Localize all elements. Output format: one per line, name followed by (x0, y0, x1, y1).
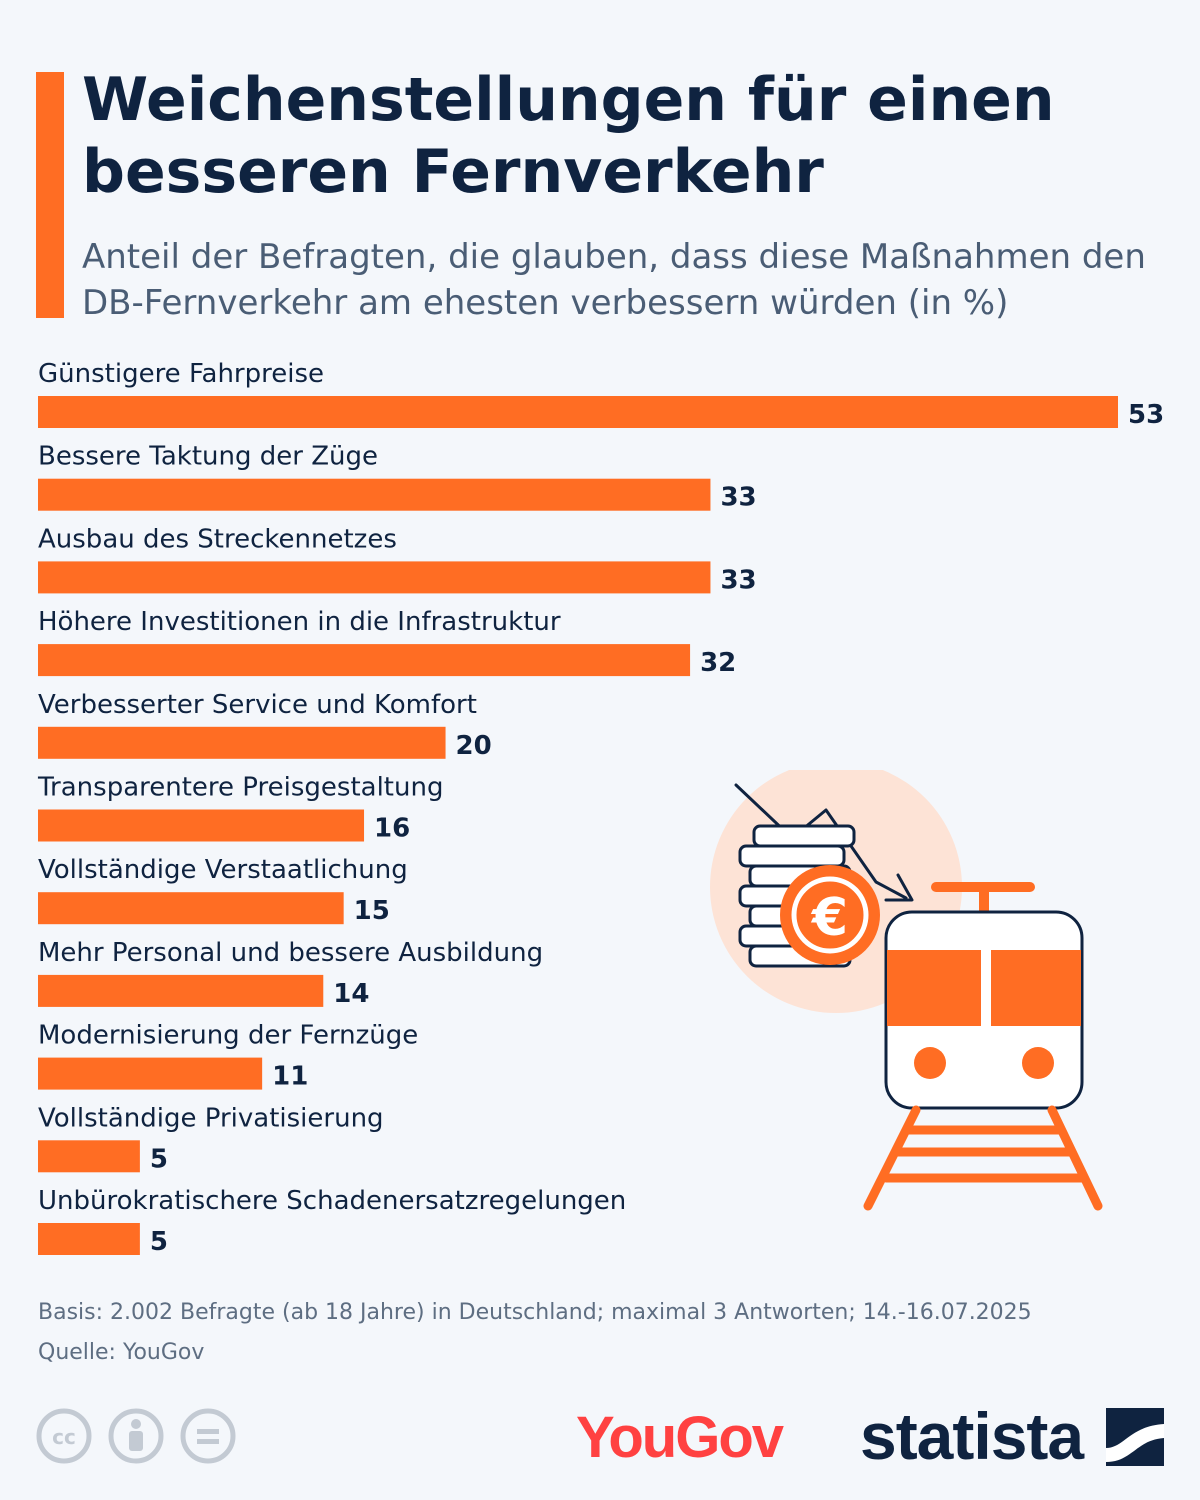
title-accent-bar (36, 72, 64, 318)
value-label: 53 (1128, 400, 1164, 430)
svg-text:€: € (811, 888, 848, 948)
svg-text:cc: cc (52, 1425, 76, 1449)
bar-chart: Günstigere Fahrpreise 53 Bessere Taktung d… (37, 359, 1164, 1257)
category-label: Vollständige Verstaatlichung (38, 855, 408, 885)
chart-subtitle: Anteil der Befragten, die glauben, dass … (82, 237, 1146, 323)
category-label: Modernisierung der Fernzüge (38, 1021, 418, 1051)
chart-title: Weichenstellungen für einen besseren Fer… (82, 65, 1055, 207)
category-label: Günstigere Fahrpreise (38, 359, 324, 389)
value-label: 16 (374, 814, 410, 844)
bar (38, 561, 711, 594)
bar (38, 892, 344, 925)
bar (38, 809, 365, 842)
value-label: 5 (150, 1144, 168, 1174)
by-icon (108, 1408, 164, 1464)
category-label: Unbürokratischere Schadenersatzregelunge… (38, 1186, 626, 1216)
footer-source: Quelle: YouGov (38, 1340, 205, 1365)
euro-coins-train-illustration: € (710, 770, 1103, 1211)
nd-icon (180, 1408, 236, 1464)
value-label: 11 (272, 1062, 308, 1092)
category-label: Mehr Personal und bessere Ausbildung (38, 938, 543, 968)
category-label: Transparentere Preisgestaltung (37, 773, 443, 803)
bar (38, 478, 711, 511)
value-label: 32 (700, 648, 736, 678)
bar (38, 644, 691, 677)
bar (38, 974, 324, 1007)
category-label: Höhere Investitionen in die Infrastruktu… (38, 607, 561, 637)
yougov-logo: YouGov (576, 1405, 784, 1470)
statista-wordmark: statista (860, 1399, 1084, 1473)
footer-basis: Basis: 2.002 Befragte (ab 18 Jahre) in D… (38, 1300, 1032, 1325)
value-label: 33 (720, 565, 756, 595)
category-label: Verbesserter Service und Komfort (38, 690, 477, 720)
category-label: Bessere Taktung der Züge (38, 442, 378, 472)
value-label: 14 (333, 979, 369, 1009)
cc-icon: cc (36, 1408, 92, 1464)
bar (38, 726, 446, 759)
bar (38, 1223, 140, 1255)
value-label: 15 (354, 896, 390, 926)
bar (38, 1140, 140, 1173)
statista-logo-icon (1106, 1408, 1164, 1466)
category-label: Ausbau des Streckennetzes (38, 524, 397, 554)
bar (38, 1057, 263, 1090)
bar (38, 396, 1118, 428)
value-label: 20 (456, 731, 492, 761)
value-label: 33 (720, 483, 756, 513)
value-label: 5 (150, 1227, 168, 1257)
category-label: Vollständige Privatisierung (38, 1103, 384, 1133)
